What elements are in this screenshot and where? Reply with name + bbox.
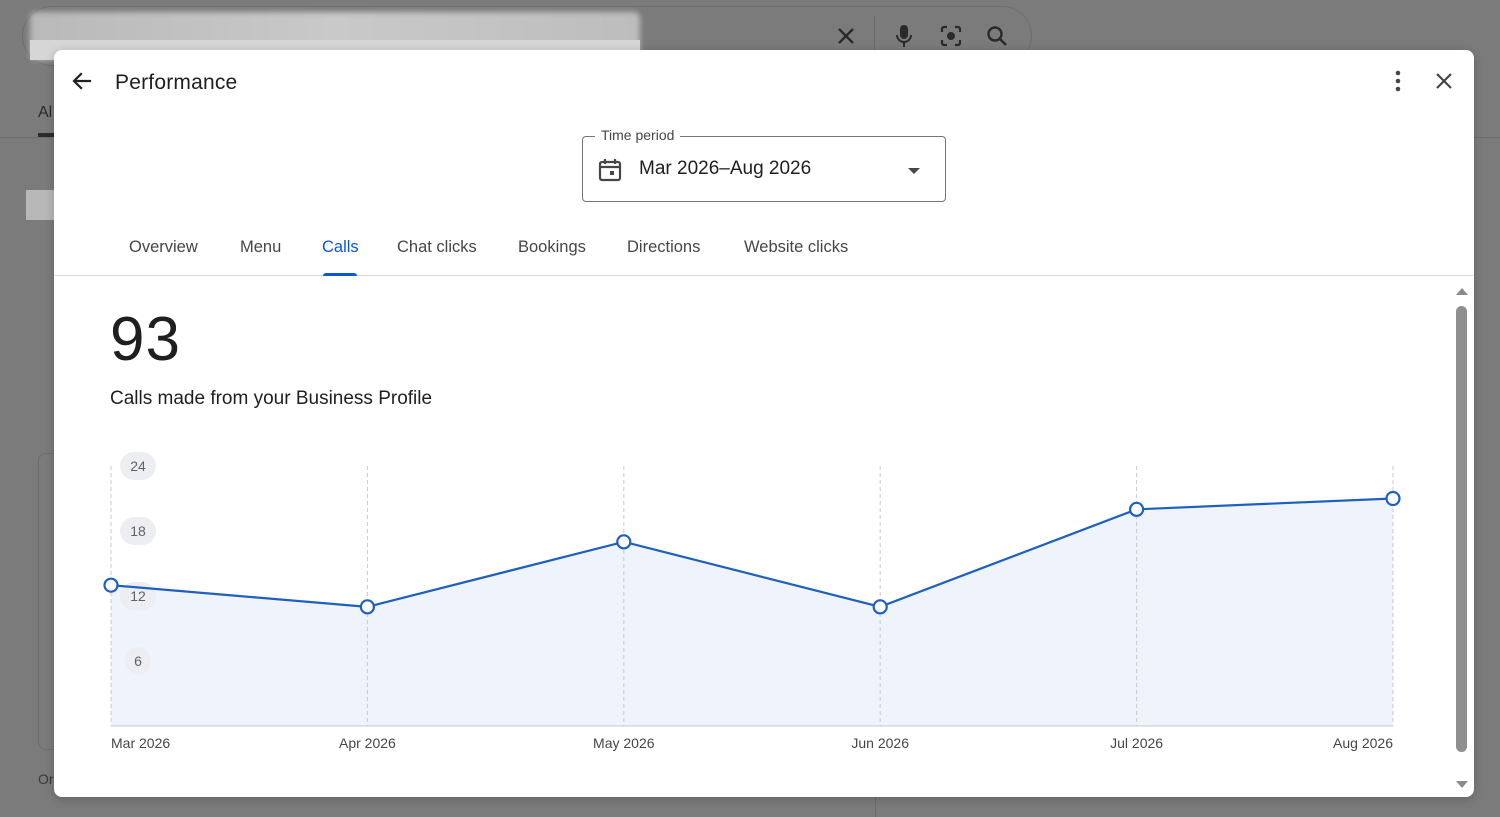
- x-tick-label: Aug 2026: [1333, 735, 1393, 751]
- chart-point-aug-2026: [1385, 490, 1401, 507]
- time-period-select[interactable]: Time period Mar 2026–Aug 2026: [582, 127, 946, 202]
- performance-dialog: Performance Time period Mar 2026–Aug 202…: [54, 50, 1474, 797]
- back-button[interactable]: [66, 67, 98, 99]
- background-divider-bottom: [875, 797, 876, 817]
- tab-overview[interactable]: Overview: [129, 238, 198, 256]
- active-tab-indicator: [323, 273, 357, 276]
- tab-menu[interactable]: Menu: [240, 238, 282, 256]
- chart-point-jul-2026: [1128, 501, 1145, 517]
- scrollbar-thumb[interactable]: [1456, 306, 1467, 752]
- more-vert-icon: [1395, 70, 1401, 97]
- dialog-title: Performance: [115, 71, 238, 94]
- calls-total: 93: [110, 305, 181, 374]
- chart-point-mar-2026: [103, 577, 119, 593]
- dropdown-arrow-icon: [907, 164, 921, 176]
- x-tick-label: May 2026: [593, 735, 655, 751]
- dialog-header: Performance: [54, 50, 1474, 116]
- y-tick-text: 6: [134, 653, 142, 669]
- clear-icon[interactable]: [832, 22, 860, 50]
- y-tick-text: 18: [130, 523, 146, 539]
- y-tick-pill: [120, 452, 156, 480]
- search-icon[interactable]: [983, 22, 1011, 50]
- chart-point-may-2026: [616, 534, 632, 550]
- x-tick-label: Mar 2026: [111, 735, 170, 751]
- search-divider: [874, 16, 875, 54]
- tab-website-clicks[interactable]: Website clicks: [744, 238, 849, 256]
- background-card: [38, 453, 68, 750]
- y-tick-pill: [120, 582, 156, 610]
- background-tab-underline: [38, 133, 54, 137]
- close-button[interactable]: [1428, 67, 1460, 99]
- y-tick-pill: [120, 517, 156, 545]
- y-tick-label: 12: [120, 582, 156, 610]
- arrow-back-icon: [70, 69, 94, 98]
- y-tick-label: 24: [120, 452, 156, 480]
- chart-series-line: [110, 497, 1394, 608]
- tab-bookings[interactable]: Bookings: [518, 238, 586, 256]
- tab-directions[interactable]: Directions: [627, 238, 701, 256]
- y-tick-text: 24: [130, 458, 146, 474]
- more-options-button[interactable]: [1382, 67, 1414, 99]
- y-tick-pill: [125, 647, 151, 675]
- y-tick-label: 18: [120, 517, 156, 545]
- chart-point-jun-2026: [872, 599, 888, 615]
- tab-calls[interactable]: Calls: [322, 238, 359, 256]
- time-period-value: Mar 2026–Aug 2026: [639, 158, 812, 179]
- x-tick-label: Jul 2026: [1110, 735, 1163, 751]
- close-icon: [1434, 71, 1454, 96]
- calendar-icon: [597, 157, 623, 183]
- mic-icon[interactable]: [890, 22, 918, 50]
- time-period-label: Time period: [595, 127, 681, 143]
- metric-tabs: Overview Menu Calls Chat clicks Bookings…: [54, 226, 1474, 276]
- scroll-up-arrow-icon[interactable]: [1455, 284, 1469, 296]
- chart-area-fill: [111, 498, 1393, 726]
- x-tick-label: Jun 2026: [851, 735, 909, 751]
- calls-description: Calls made from your Business Profile: [110, 388, 433, 409]
- background-tab-all[interactable]: Al: [38, 104, 53, 121]
- chart-point-apr-2026: [359, 599, 375, 615]
- tab-chat-clicks[interactable]: Chat clicks: [397, 238, 477, 256]
- lens-icon[interactable]: [937, 22, 965, 50]
- scroll-down-arrow-icon[interactable]: [1455, 778, 1469, 790]
- background-text-fragment: Or: [38, 771, 54, 787]
- y-tick-text: 12: [130, 588, 146, 604]
- y-tick-label: 6: [125, 647, 151, 675]
- x-tick-label: Apr 2026: [339, 735, 396, 751]
